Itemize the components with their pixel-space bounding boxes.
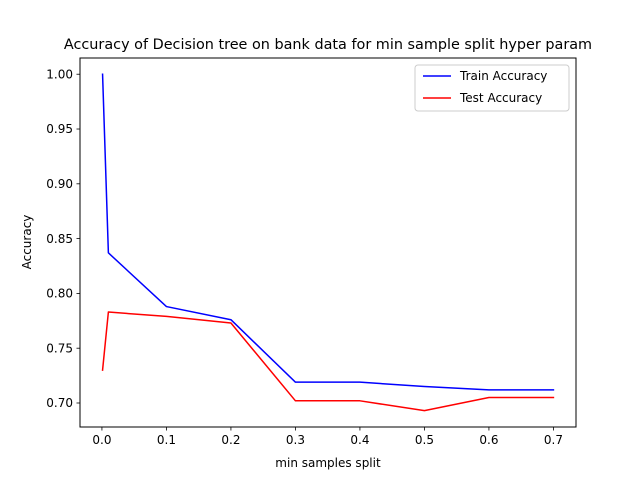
x-axis-ticks: 0.0 0.1 0.2 0.3 0.4 0.5 0.6 0.7: [92, 427, 563, 447]
x-tick-label: 0.4: [350, 433, 369, 447]
y-axis-ticks: 0.70 0.75 0.80 0.85 0.90 0.95 1.00: [46, 67, 80, 410]
x-tick-label: 0.5: [415, 433, 434, 447]
x-tick-label: 0.6: [479, 433, 498, 447]
series-layer: [101, 73, 555, 412]
legend-label-test: Test Accuracy: [459, 91, 542, 105]
x-tick-label: 0.7: [544, 433, 563, 447]
y-tick-label: 0.85: [46, 232, 73, 246]
x-tick-label: 0.0: [92, 433, 111, 447]
legend-box: [414, 64, 570, 112]
x-tick-label: 0.3: [286, 433, 305, 447]
y-axis-label: Accuracy: [20, 215, 34, 270]
x-tick-label: 0.2: [221, 433, 240, 447]
plot-frame: [79, 57, 577, 428]
series-line-test-accuracy: [101, 311, 555, 412]
y-tick-label: 0.90: [46, 177, 73, 191]
x-tick-label: 0.1: [157, 433, 176, 447]
y-tick-label: 0.80: [46, 287, 73, 301]
x-axis-label: min samples split: [275, 456, 381, 470]
y-tick-label: 0.75: [46, 341, 73, 355]
chart-title: Accuracy of Decision tree on bank data f…: [64, 37, 592, 53]
legend: Train Accuracy Test Accuracy: [414, 64, 570, 112]
series-line-train-accuracy: [101, 73, 555, 391]
y-tick-label: 1.00: [46, 67, 73, 81]
legend-label-train: Train Accuracy: [459, 69, 547, 83]
y-tick-label: 0.95: [46, 122, 73, 136]
y-tick-label: 0.70: [46, 396, 73, 410]
